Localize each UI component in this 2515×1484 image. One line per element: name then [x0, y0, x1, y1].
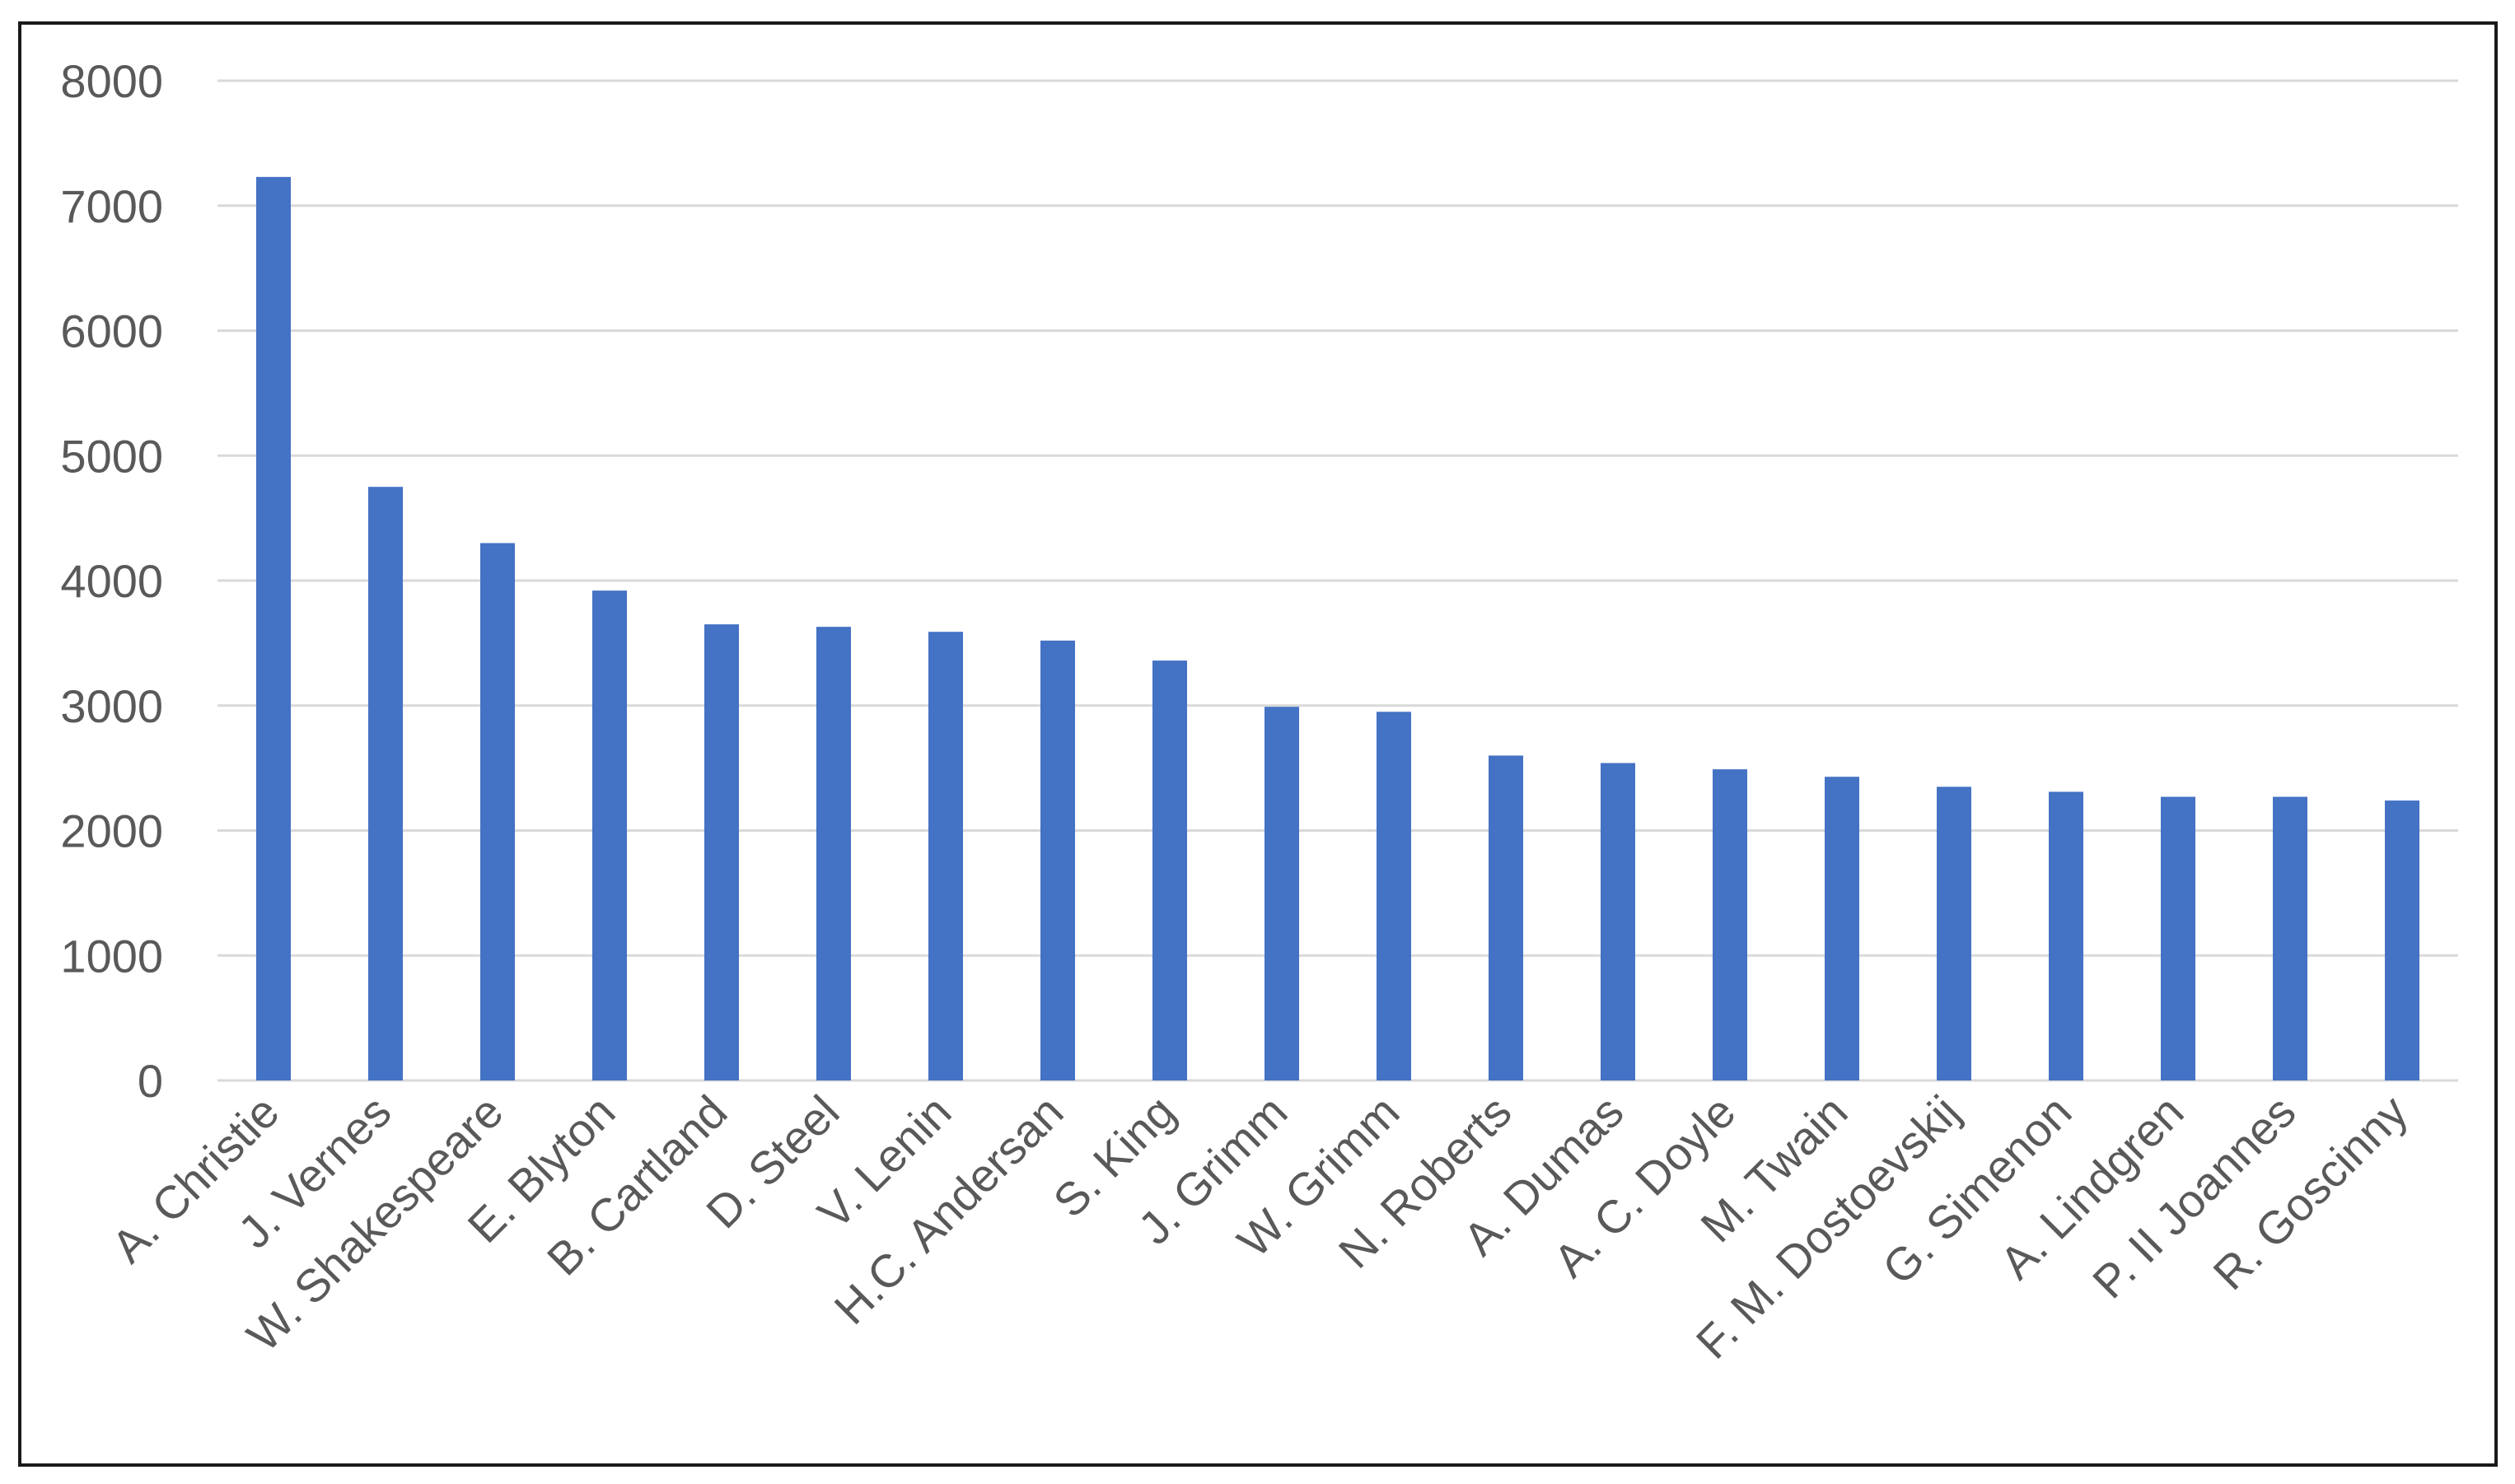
bar [1377, 712, 1411, 1080]
bar [1489, 755, 1523, 1080]
chart-frame: 0 1000 2000 3000 4000 5000 6000 7000 8000 A. Chr… [18, 21, 2498, 1467]
y-tick-label: 0 [138, 1055, 163, 1107]
bar [2049, 791, 2083, 1080]
bar [368, 487, 403, 1080]
bar [256, 176, 291, 1080]
bar [1601, 763, 1635, 1080]
bar [1265, 707, 1299, 1080]
bar [1713, 769, 1747, 1080]
bar [2273, 796, 2307, 1080]
bar [1152, 660, 1187, 1080]
bar [704, 624, 739, 1080]
bar-chart: 0 1000 2000 3000 4000 5000 6000 7000 8000 A. Chr… [60, 55, 2458, 1369]
bar [1040, 640, 1075, 1080]
y-axis-tick-labels: 0 1000 2000 3000 4000 5000 6000 7000 8000 [60, 55, 163, 1107]
bar [2385, 800, 2419, 1080]
bar [592, 590, 627, 1080]
y-tick-label: 2000 [60, 805, 163, 857]
bar [2161, 796, 2195, 1080]
y-tick-label: 6000 [60, 306, 163, 357]
bar [816, 627, 851, 1080]
x-category-label: R. Goscinny [2203, 1085, 2417, 1300]
bar [480, 543, 515, 1080]
bar [1825, 777, 1859, 1080]
gridlines [217, 79, 2458, 1082]
y-tick-label: 7000 [60, 180, 163, 232]
y-tick-label: 1000 [60, 930, 163, 982]
y-tick-label: 5000 [60, 430, 163, 482]
y-tick-label: 3000 [60, 680, 163, 732]
y-tick-label: 4000 [60, 555, 163, 607]
bars [256, 176, 2419, 1080]
bar [1937, 786, 1971, 1080]
bar [928, 632, 963, 1080]
y-tick-label: 8000 [60, 55, 163, 107]
